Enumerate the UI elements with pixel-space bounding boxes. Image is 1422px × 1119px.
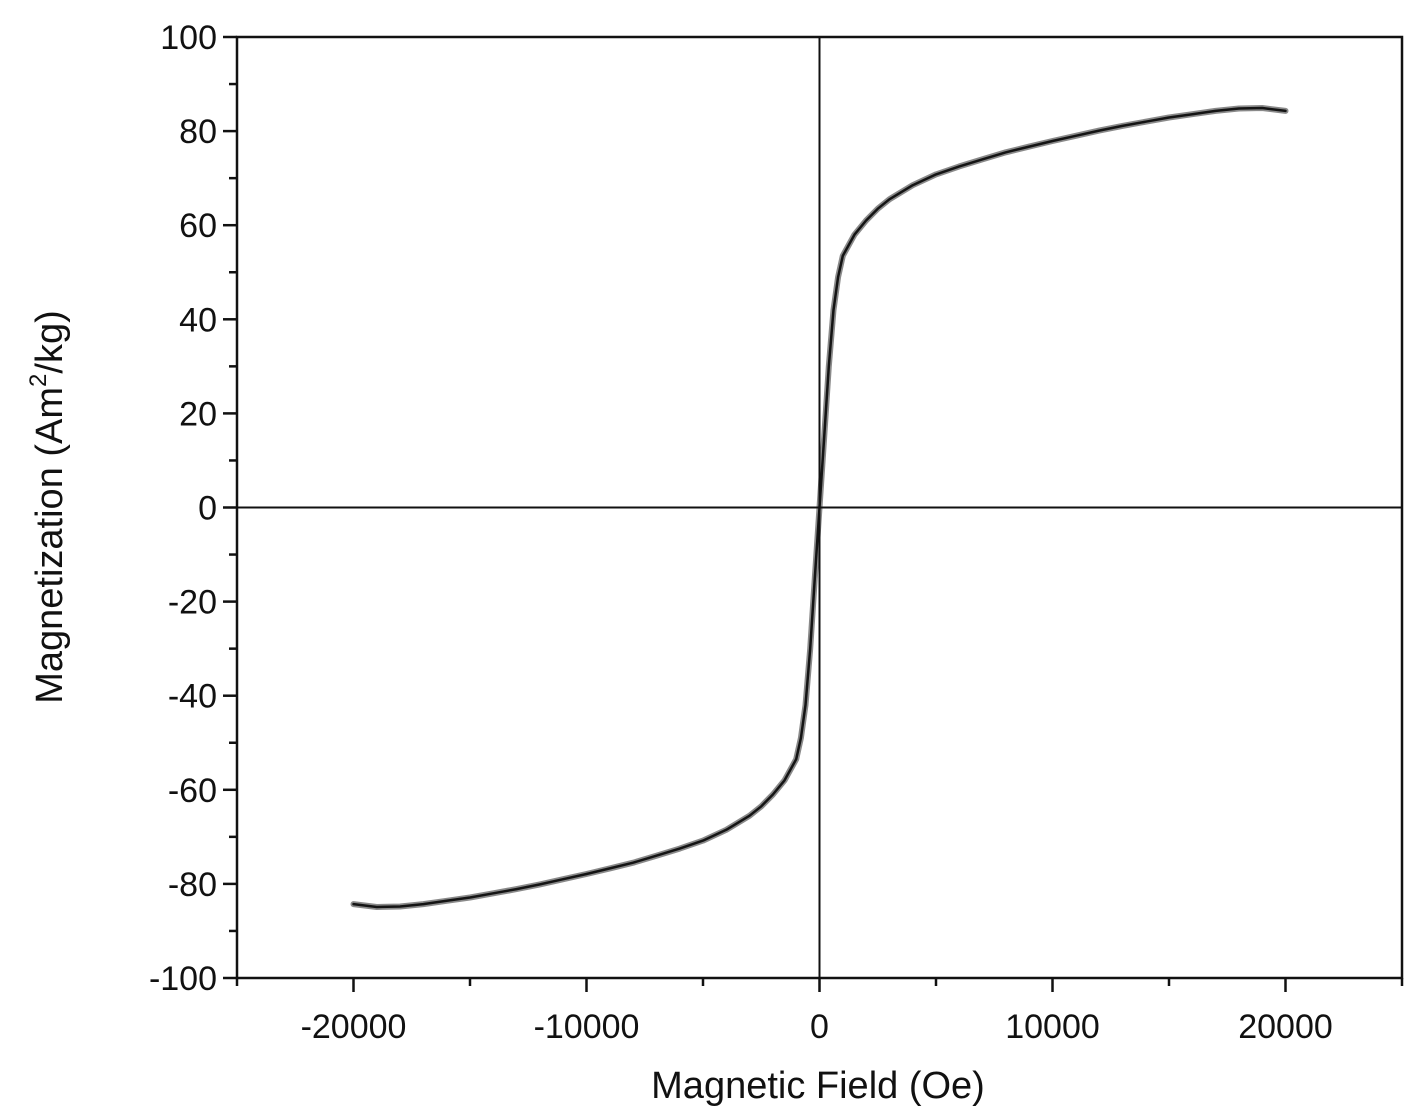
y-tick-label: 20 — [179, 395, 217, 433]
y-tick-label: 0 — [198, 490, 217, 528]
zero-lines — [237, 37, 1402, 978]
y-axis-title-tail: /kg) — [29, 310, 71, 373]
y-tick-label: -40 — [168, 678, 217, 716]
x-tick-label: 10000 — [1005, 1008, 1100, 1046]
y-axis-title-superscript: 2 — [25, 374, 52, 387]
y-tick-label: -100 — [149, 960, 217, 998]
x-tick-label: 0 — [810, 1008, 829, 1046]
y-tick-label: 40 — [179, 301, 217, 339]
x-tick-label: -10000 — [534, 1008, 640, 1046]
y-axis-title: Magnetization (Am2/kg) — [25, 310, 71, 704]
x-tick-label: -20000 — [301, 1008, 407, 1046]
x-axis-title: Magnetic Field (Oe) — [651, 1065, 985, 1107]
y-tick-label: 100 — [160, 19, 217, 57]
y-tick-label: -80 — [168, 866, 217, 904]
axis-ticks — [223, 35, 1404, 992]
y-axis-title-main: Magnetization (Am — [29, 387, 71, 704]
y-tick-label: -20 — [168, 584, 217, 622]
tick-labels: -20000 -10000 0 10000 20000 -100 -80 -60 -40 -20 0… — [149, 19, 1333, 1046]
y-tick-label: 80 — [179, 113, 217, 151]
y-tick-label: 60 — [179, 207, 217, 245]
y-tick-label: -60 — [168, 772, 217, 810]
x-tick-label: 20000 — [1238, 1008, 1333, 1046]
